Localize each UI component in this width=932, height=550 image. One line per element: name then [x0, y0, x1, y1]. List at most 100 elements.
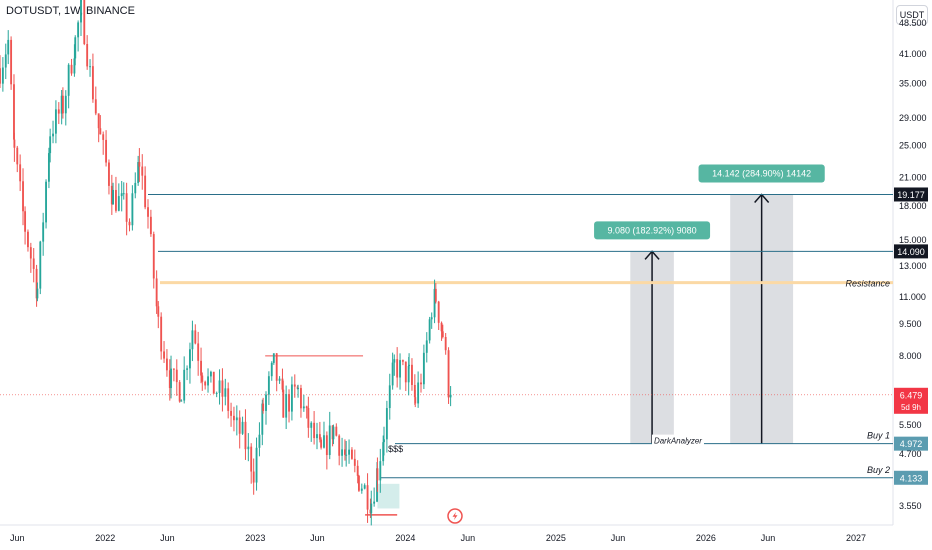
liquidity-label: $$$ — [388, 444, 403, 454]
candle-body — [275, 353, 278, 381]
level-price-tag — [894, 436, 928, 451]
candle-body — [160, 316, 163, 352]
candle-body — [73, 58, 76, 74]
candle-body — [212, 371, 215, 394]
candle-body — [110, 185, 113, 205]
candle-body — [157, 306, 160, 317]
y-tick-label: 8.000 — [899, 351, 922, 361]
candle-body — [338, 435, 341, 456]
candle-body — [186, 368, 189, 370]
target-label-bg — [698, 164, 825, 183]
candle-body — [189, 349, 191, 369]
candle-body — [356, 465, 359, 476]
flash-icon[interactable] — [447, 508, 463, 524]
candle-body — [125, 193, 128, 222]
candle-body — [323, 435, 325, 448]
candle-body — [175, 369, 178, 383]
candle-body — [45, 181, 47, 223]
candle-body — [396, 359, 399, 378]
candle-body — [414, 397, 417, 404]
current-price-label: 6.479 — [900, 390, 923, 400]
candle-body — [183, 369, 186, 401]
current-price-tag — [894, 387, 928, 414]
candle-body — [391, 362, 394, 386]
y-tick-label: 3.550 — [899, 501, 922, 511]
candle-body — [318, 434, 321, 440]
candle-body — [244, 421, 247, 450]
y-tick-label: 5.500 — [899, 420, 922, 430]
level-name-label: Buy 1 — [867, 431, 890, 441]
candle-body — [80, 0, 82, 23]
level-price-tag — [894, 187, 928, 202]
candle-body — [1, 67, 4, 84]
candle-body — [83, 0, 86, 45]
candle-body — [437, 301, 440, 323]
candle-body — [144, 175, 147, 208]
candle-body — [141, 166, 144, 176]
candle-body — [138, 162, 141, 167]
candle-body — [341, 449, 344, 456]
candle-body — [300, 388, 302, 409]
candle-body — [422, 352, 425, 385]
candle-body — [42, 222, 45, 242]
candle-body — [434, 288, 437, 302]
candle-body — [250, 446, 253, 472]
candle-body — [24, 211, 27, 232]
candle-body — [35, 268, 38, 299]
x-tick-label: 2026 — [696, 533, 716, 543]
candle-body — [360, 488, 363, 491]
candle-body — [7, 39, 10, 55]
candle-body — [290, 384, 293, 412]
candle-body — [328, 425, 331, 456]
candle-body — [230, 410, 232, 416]
candle-body — [27, 231, 29, 248]
x-tick-label: Jun — [611, 533, 626, 543]
candle-body — [385, 408, 388, 440]
x-tick-label: 2022 — [95, 533, 115, 543]
currency-button[interactable]: USDT — [896, 5, 928, 25]
candle-body — [313, 422, 316, 439]
candle-body — [97, 113, 100, 129]
level-price-label: 14.090 — [897, 247, 925, 257]
candle-body — [207, 376, 209, 386]
candle-body — [379, 461, 382, 481]
candle-body — [221, 380, 224, 397]
level-price-label: 4.972 — [900, 439, 923, 449]
candle-body — [172, 368, 175, 370]
annotations: Resistance Buy 1 Buy 2 $$$ DarkAnalyzer — [388, 279, 890, 475]
candle-body — [67, 64, 70, 96]
time-axis: Jun 2022 Jun 2023 Jun 2024 Jun 2025 Jun 2026 Jun 20… — [10, 533, 866, 543]
candle-body — [57, 109, 60, 114]
candle-body — [447, 350, 450, 398]
candle-body — [320, 439, 323, 448]
candle-body — [16, 147, 19, 165]
candle-body — [353, 458, 356, 466]
candle-body — [147, 207, 149, 217]
candle-body — [281, 378, 284, 390]
candle-body — [393, 359, 396, 363]
candle-body — [105, 139, 108, 163]
candle-body — [102, 134, 105, 140]
target-label: 9.080 (182.92%) 9080 — [608, 225, 697, 235]
watermark-bg — [651, 434, 704, 447]
symbol-title: DOTUSDT, 1W, BINANCE — [6, 5, 135, 17]
candle-body — [428, 319, 431, 341]
candle-body — [388, 385, 391, 409]
candle-body — [285, 394, 288, 418]
candle-body — [131, 193, 134, 226]
candle-body — [335, 426, 338, 436]
candle-body — [218, 380, 221, 393]
candle-body — [209, 371, 212, 377]
candle-body — [227, 388, 230, 411]
candle-body — [99, 128, 102, 135]
target-label-bg — [594, 221, 711, 240]
candle-body — [70, 64, 73, 74]
candle-body — [235, 417, 238, 421]
candle-body — [420, 382, 422, 385]
resistance-label: Resistance — [845, 279, 890, 289]
candle-body — [408, 364, 411, 367]
candle-body — [10, 39, 13, 85]
candle-body — [149, 216, 152, 235]
candle-body — [13, 139, 16, 148]
